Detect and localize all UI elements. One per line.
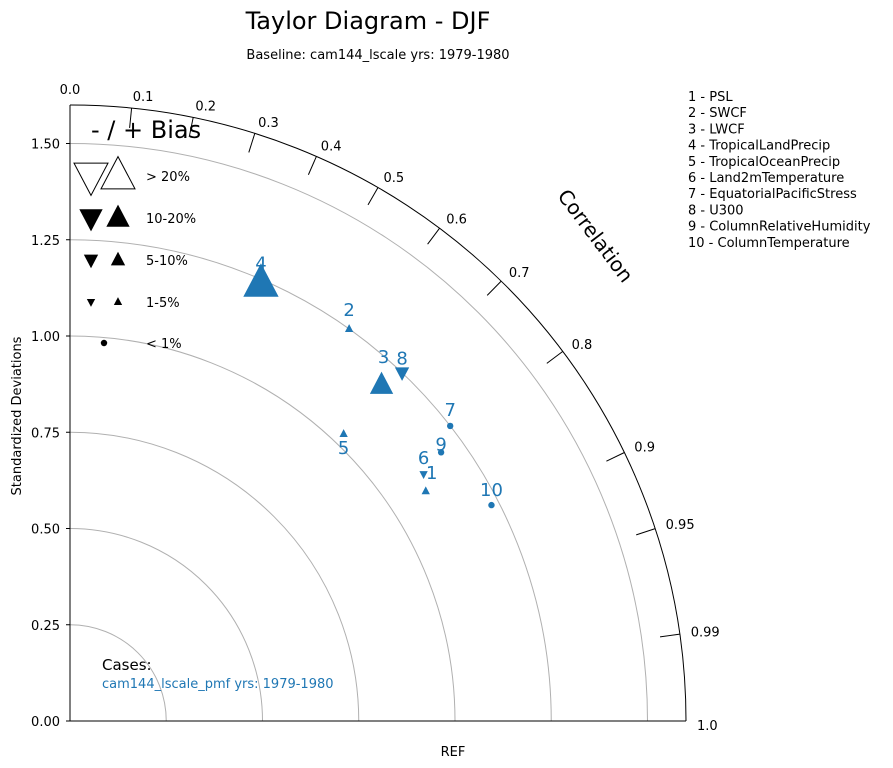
bias-legend-label: > 20% xyxy=(146,170,190,185)
bias-minus-marker xyxy=(79,209,103,232)
y-tick-label: 0.75 xyxy=(31,426,60,441)
corr-tick xyxy=(546,350,564,364)
y-tick-label: 1.00 xyxy=(31,330,60,345)
corr-tick-label: 0.4 xyxy=(321,139,342,154)
corr-tick xyxy=(307,156,317,175)
case-name: cam144_lscale_pmf yrs: 1979-1980 xyxy=(102,677,334,692)
corr-tick xyxy=(248,133,256,153)
bias-legend-label: 1-5% xyxy=(146,296,180,311)
chart-title: Taylor Diagram - DJF xyxy=(245,7,491,35)
y-tick-label: 0.25 xyxy=(31,619,60,634)
corr-tick xyxy=(606,452,625,462)
data-point-marker xyxy=(339,429,348,438)
data-point-label: 2 xyxy=(343,300,354,321)
variable-legend-item: 6 - Land2mTemperature xyxy=(688,171,844,186)
data-point-label: 9 xyxy=(435,434,446,455)
grid-layer xyxy=(69,143,648,722)
data-point-marker xyxy=(446,422,454,430)
data-point-label: 10 xyxy=(480,480,503,501)
y-tick-label: 0.50 xyxy=(31,523,60,538)
std-grid-arc xyxy=(69,239,552,722)
corr-tick xyxy=(659,633,680,638)
variable-legend-item: 2 - SWCF xyxy=(688,106,747,121)
corr-tick xyxy=(636,528,656,536)
std-grid-arc xyxy=(69,143,648,722)
bias-legend-title: - / + Bias xyxy=(91,116,201,144)
bias-minus-marker xyxy=(73,162,109,197)
data-point-marker xyxy=(243,263,279,297)
bias-plus-marker xyxy=(100,155,136,190)
variable-legend-item: 5 - TropicalOceanPrecip xyxy=(688,155,840,170)
corr-tick-label: 1.0 xyxy=(697,719,718,734)
bias-dot-marker xyxy=(100,339,108,347)
correlation-axis-arc xyxy=(69,104,687,722)
std-grid-arc xyxy=(69,431,360,722)
data-point-marker xyxy=(419,471,428,480)
corr-tick xyxy=(188,117,194,138)
data-point-marker xyxy=(437,449,445,456)
corr-tick xyxy=(427,227,441,245)
std-grid-arc xyxy=(69,624,167,722)
cases-box: Cases: cam144_lscale_pmf yrs: 1979-1980 xyxy=(102,656,334,692)
variable-legend-item: 1 - PSL xyxy=(688,90,733,105)
chart-subtitle: Baseline: cam144_lscale yrs: 1979-1980 xyxy=(246,48,509,63)
data-point-marker xyxy=(369,371,394,394)
data-point-label: 4 xyxy=(255,253,266,274)
variable-legend-item: 3 - LWCF xyxy=(688,122,745,137)
bias-legend-label: < 1% xyxy=(146,337,182,352)
variable-legend-item: 10 - ColumnTemperature xyxy=(688,236,850,251)
corr-tick-label: 0.1 xyxy=(133,90,154,105)
corr-tick-label: 0.0 xyxy=(60,83,81,98)
bias-legend-label: 10-20% xyxy=(146,212,196,227)
bias-plus-marker xyxy=(110,251,126,266)
variable-legend-item: 7 - EquatorialPacificStress xyxy=(688,187,857,202)
y-tick-label: 1.25 xyxy=(31,234,60,249)
data-point-label: 8 xyxy=(396,349,407,370)
bias-plus-marker xyxy=(113,297,123,306)
axis-layer: 0.000.250.500.751.001.251.500.0 0.10.20.3… xyxy=(31,83,720,734)
data-point-marker xyxy=(488,501,495,509)
bias-legend: - / + Bias > 20% 10-20% 5-10% 1-5% < 1% xyxy=(73,116,201,352)
data-point-marker xyxy=(344,324,354,333)
data-point-marker xyxy=(421,486,430,495)
variable-legend-item: 8 - U300 xyxy=(688,203,744,218)
x-axis-label: REF xyxy=(441,745,466,760)
y-tick-label: 0.00 xyxy=(31,715,60,730)
y-tick-label: 1.50 xyxy=(31,138,60,153)
corr-tick-label: 0.6 xyxy=(446,212,467,227)
bias-plus-marker xyxy=(106,204,130,227)
bias-legend-label: 5-10% xyxy=(146,254,188,269)
corr-tick-label: 0.99 xyxy=(691,626,720,641)
corr-tick xyxy=(367,187,379,206)
correlation-label: Correlation xyxy=(553,185,639,288)
corr-tick xyxy=(486,280,502,296)
data-point-label: 6 xyxy=(418,448,429,469)
data-point-label: 3 xyxy=(378,347,389,368)
data-point-label: 1 xyxy=(426,463,437,484)
corr-tick-label: 0.3 xyxy=(258,116,279,131)
corr-tick-label: 0.8 xyxy=(572,338,593,353)
corr-tick-label: 0.7 xyxy=(509,266,530,281)
corr-tick-label: 0.5 xyxy=(384,171,405,186)
variable-legend-item: 9 - ColumnRelativeHumidity xyxy=(688,220,871,235)
corr-tick-label: 0.95 xyxy=(666,518,695,533)
bias-minus-marker xyxy=(83,254,99,269)
bias-minus-marker xyxy=(86,298,96,307)
y-axis-label: Standardized Deviations xyxy=(10,336,25,495)
data-point-marker xyxy=(394,367,410,381)
corr-tick xyxy=(129,108,133,129)
std-grid-arc xyxy=(69,528,263,722)
data-point-label: 7 xyxy=(444,400,455,421)
corr-tick-label: 0.9 xyxy=(634,441,655,456)
data-point-label: 5 xyxy=(338,438,349,459)
cases-label: Cases: xyxy=(102,656,152,674)
std-grid-arc xyxy=(69,335,456,722)
corr-tick-label: 0.2 xyxy=(195,100,216,115)
variable-legend-item: 4 - TropicalLandPrecip xyxy=(688,139,830,154)
point-layer: 1 2 3 4 5 6 7 8 9 10 xyxy=(243,253,503,509)
